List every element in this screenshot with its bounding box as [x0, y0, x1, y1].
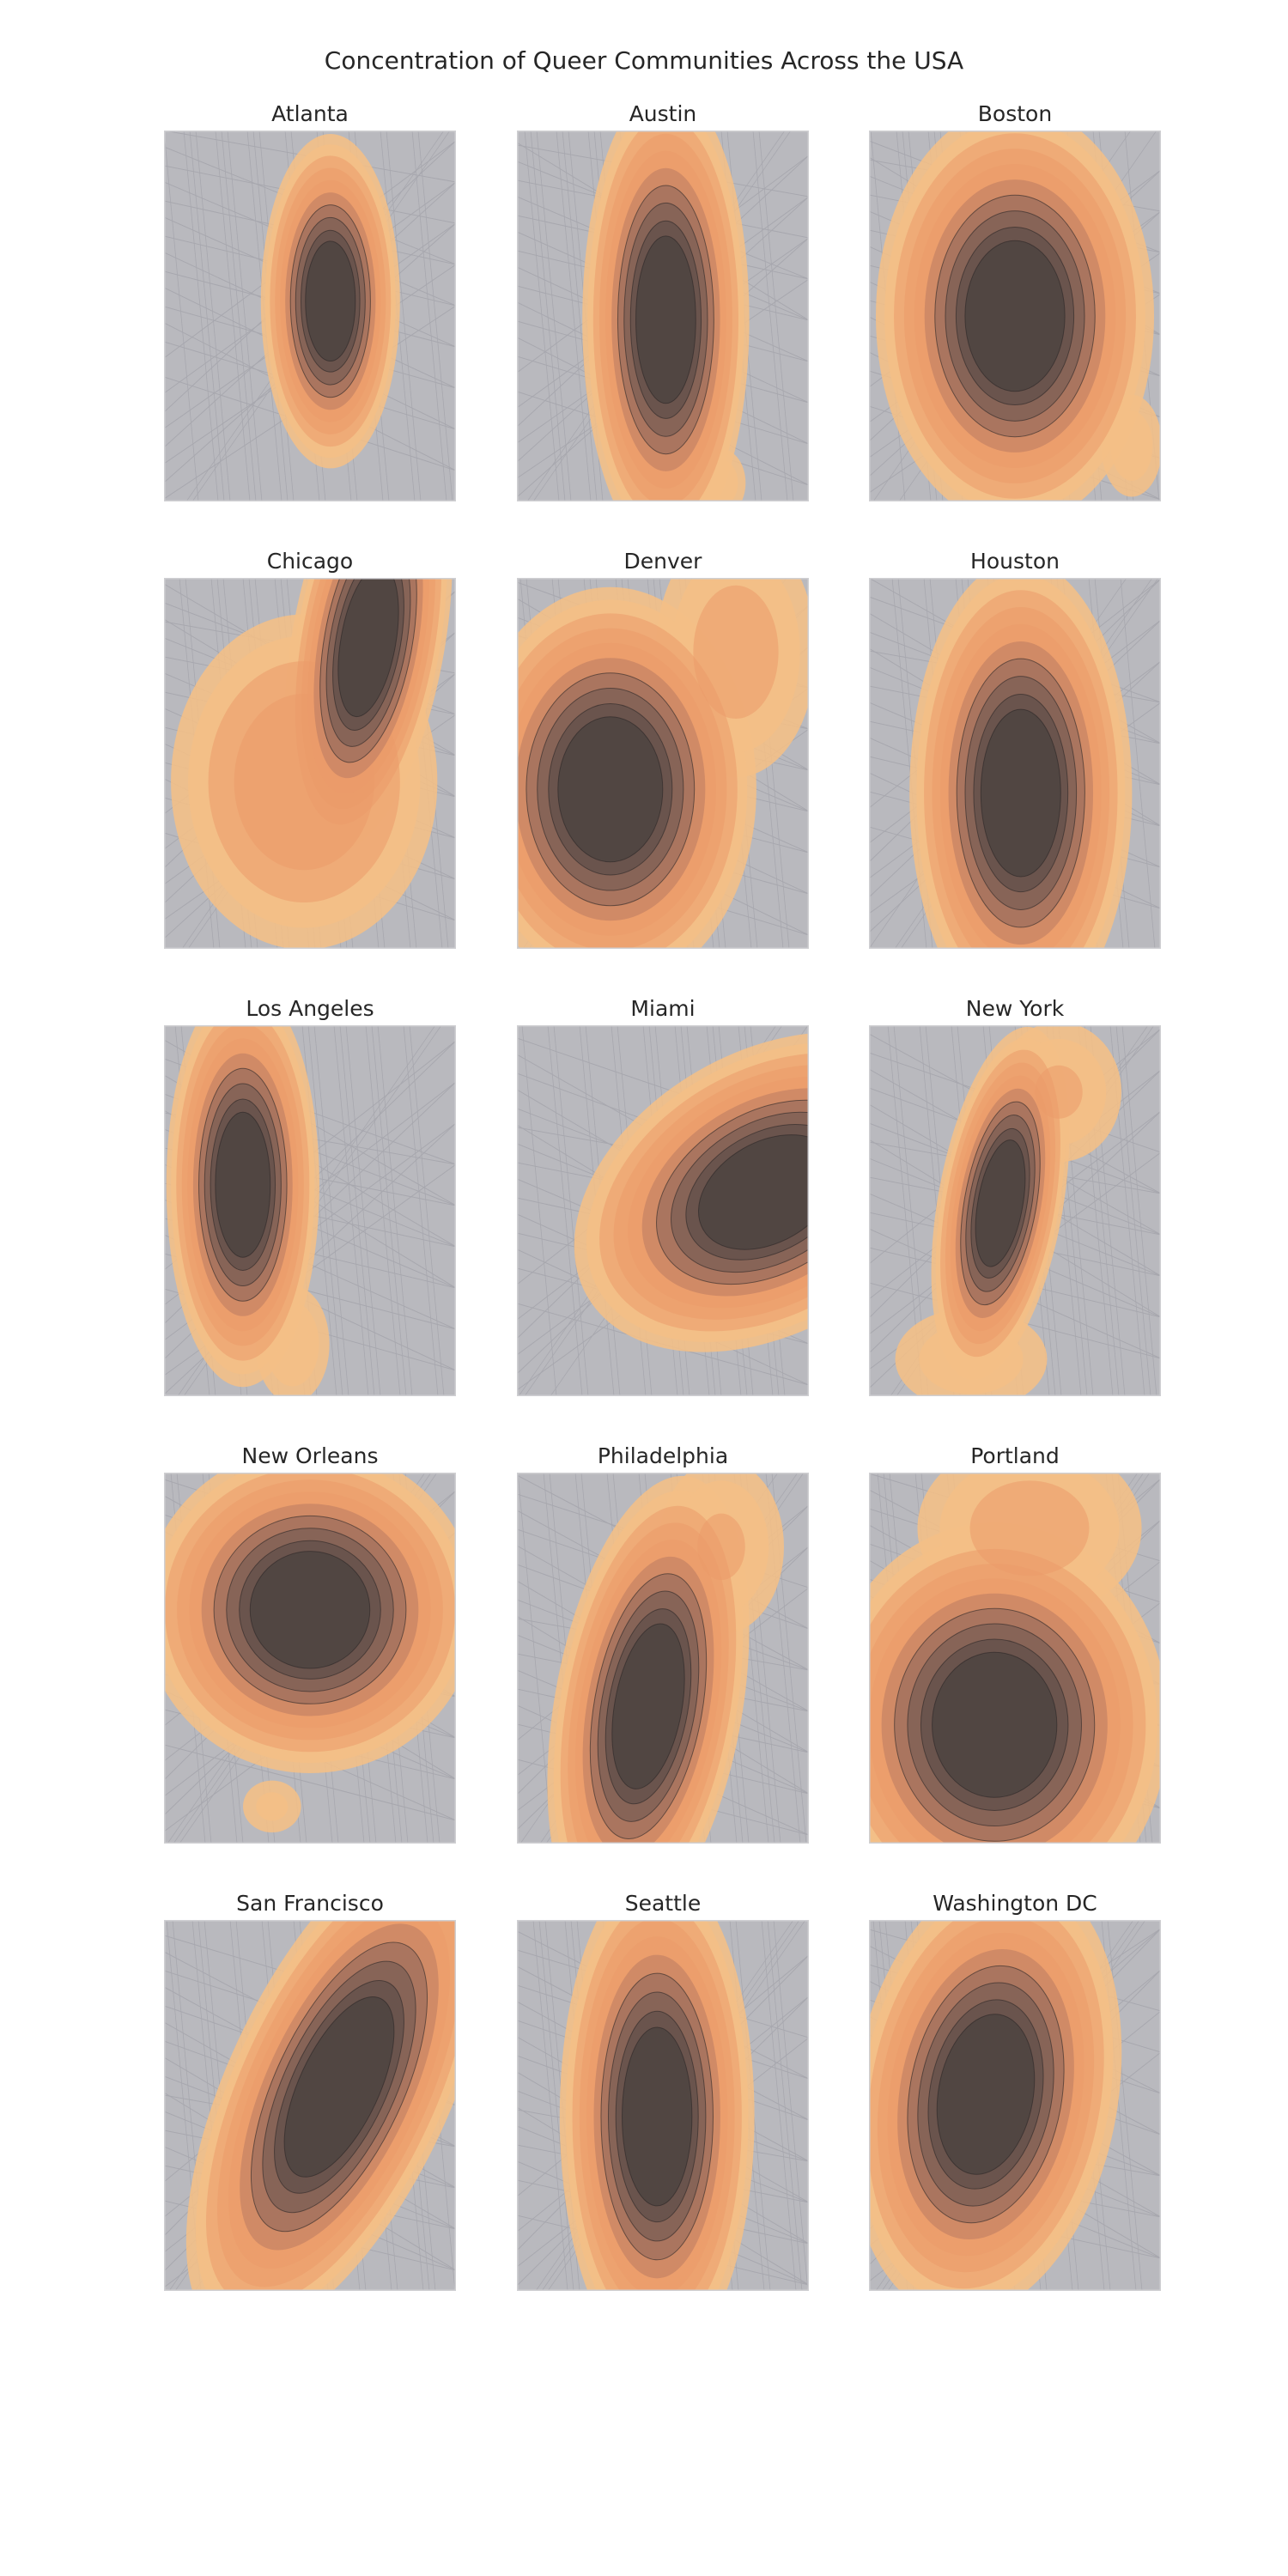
panel-frame: [869, 1473, 1161, 1844]
density-level-10: [975, 1139, 1026, 1267]
city-map-new-york: [869, 1025, 1161, 1396]
city-map-miami: [517, 1025, 809, 1396]
density-level-10: [557, 716, 664, 863]
density-level-10: [305, 240, 356, 362]
density-level-2: [256, 1792, 289, 1821]
density-contours: [260, 134, 400, 469]
panel-title-new-orleans: New Orleans: [241, 1443, 379, 1468]
panel-title-new-york: New York: [965, 996, 1065, 1021]
density-level-10: [635, 235, 696, 404]
panel-frame: [517, 1025, 809, 1396]
density-level-10: [936, 2014, 1036, 2175]
density-contours: [909, 578, 1133, 949]
panel-frame: [517, 131, 809, 501]
density-contours: [171, 578, 453, 949]
panel-title-seattle: Seattle: [624, 1891, 702, 1916]
city-map-austin: [517, 131, 809, 501]
panel-frame: [869, 578, 1161, 949]
panel-frame: [517, 1473, 809, 1844]
city-map-los-angeles: [164, 1025, 456, 1396]
density-contours: [895, 1025, 1121, 1396]
density-level-10: [964, 240, 1066, 392]
city-map-washington-dc: [869, 1920, 1161, 2291]
density-level-10: [249, 1551, 371, 1669]
density-level-10: [980, 708, 1061, 878]
density-contours: [559, 1920, 755, 2291]
density-contours: [869, 1920, 1122, 2291]
density-level-10: [215, 1111, 271, 1258]
density-contours: [164, 1473, 456, 1833]
density-level-10: [611, 1623, 685, 1789]
density-contours: [185, 1920, 456, 2291]
panel-frame: [164, 578, 456, 949]
panel-frame: [869, 131, 1161, 501]
density-level-10: [337, 578, 399, 718]
density-contours: [869, 1473, 1161, 1844]
panel-title-san-francisco: San Francisco: [236, 1891, 384, 1916]
city-map-portland: [869, 1473, 1161, 1844]
panel-frame: [869, 1025, 1161, 1396]
panel-title-los-angeles: Los Angeles: [246, 996, 374, 1021]
panel-title-atlanta: Atlanta: [271, 101, 349, 126]
city-map-houston: [869, 578, 1161, 949]
city-map-philadelphia: [517, 1473, 809, 1844]
panel-frame: [164, 1025, 456, 1396]
figure-title: Concentration of Queer Communities Acros…: [324, 46, 964, 75]
panel-title-chicago: Chicago: [266, 549, 354, 574]
panel-title-miami: Miami: [630, 996, 696, 1021]
panel-frame: [517, 1920, 809, 2291]
density-contours: [876, 131, 1161, 501]
panel-title-philadelphia: Philadelphia: [597, 1443, 729, 1468]
panel-title-portland: Portland: [970, 1443, 1060, 1468]
panel-title-washington-dc: Washington DC: [933, 1891, 1097, 1916]
city-map-san-francisco: [164, 1920, 456, 2291]
density-level-2: [1110, 410, 1153, 481]
density-level-10: [622, 2026, 693, 2207]
city-map-new-orleans: [164, 1473, 456, 1844]
density-level-10: [283, 1996, 395, 2178]
city-map-chicago: [164, 578, 456, 949]
density-contours: [574, 1032, 809, 1352]
density-contours: [166, 1025, 330, 1396]
panel-title-houston: Houston: [970, 549, 1060, 574]
city-map-atlanta: [164, 131, 456, 501]
panel-title-denver: Denver: [623, 549, 702, 574]
density-level-10: [932, 1651, 1058, 1798]
city-map-boston: [869, 131, 1161, 501]
city-map-denver: [517, 578, 809, 949]
panel-frame: [517, 578, 809, 949]
density-level-3: [969, 1480, 1090, 1577]
density-contours: [517, 578, 809, 949]
density-level-10: [697, 1134, 809, 1250]
density-contours: [547, 1473, 784, 1844]
panel-frame: [164, 1473, 456, 1844]
density-contours: [582, 131, 750, 501]
panel-frame: [164, 1920, 456, 2291]
panel-frame: [869, 1920, 1161, 2291]
panel-title-austin: Austin: [629, 101, 697, 126]
panel-title-boston: Boston: [977, 101, 1053, 126]
city-map-seattle: [517, 1920, 809, 2291]
panel-frame: [164, 131, 456, 501]
density-level-3: [693, 585, 779, 720]
